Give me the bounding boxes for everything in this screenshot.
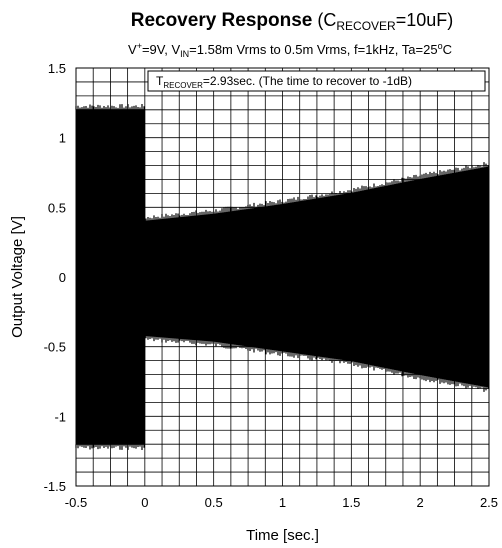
subtitle-part1: =9V, V bbox=[142, 42, 181, 57]
chart-title: Recovery Response (CRECOVER=10uF) bbox=[131, 10, 454, 33]
y-axis-label: Output Voltage [V] bbox=[9, 216, 26, 338]
x-tick-label: 0 bbox=[141, 495, 148, 510]
chart-title-main: Recovery Response bbox=[131, 10, 313, 31]
chart-subtitle: V+=9V, VIN=1.58m Vrms to 0.5m Vrms, f=1k… bbox=[128, 41, 452, 59]
x-tick-label: 2.5 bbox=[480, 495, 498, 510]
y-tick-label: -1 bbox=[54, 409, 66, 424]
x-tick-label: -0.5 bbox=[65, 495, 87, 510]
annotation-body: =2.93sec. (The time to recover to -1dB) bbox=[203, 74, 412, 88]
annotation-text: TRECOVER=2.93sec. (The time to recover t… bbox=[156, 74, 412, 90]
subtitle-deg-sup: o bbox=[438, 41, 443, 51]
annotation-box bbox=[147, 70, 486, 92]
annotation-t-sub: RECOVER bbox=[163, 81, 203, 90]
x-tick-label: 2 bbox=[417, 495, 424, 510]
y-tick-label: -0.5 bbox=[44, 340, 66, 355]
y-tick-label: 0 bbox=[59, 270, 66, 285]
x-tick-labels: -0.5 0 0.5 1 1.5 2 2.5 bbox=[65, 495, 498, 510]
subtitle-part2: =1.58m Vrms to 0.5m Vrms, f=1kHz, Ta=25 bbox=[189, 42, 437, 57]
x-axis-label: Time [sec.] bbox=[246, 527, 319, 544]
chart-title-open: (C bbox=[312, 10, 336, 30]
subtitle-vin-sub: IN bbox=[180, 49, 189, 59]
y-tick-label: 1 bbox=[59, 131, 66, 146]
y-tick-label: 0.5 bbox=[48, 200, 66, 215]
annotation-t: T bbox=[156, 74, 164, 88]
x-tick-label: 1 bbox=[279, 495, 286, 510]
x-tick-label: 0.5 bbox=[205, 495, 223, 510]
y-tick-label: 1.5 bbox=[48, 61, 66, 76]
y-tick-label: -1.5 bbox=[44, 479, 66, 494]
subtitle-vplus: V bbox=[128, 42, 137, 57]
plot-frame bbox=[75, 67, 490, 487]
subtitle-part3: C bbox=[443, 42, 452, 57]
chart-title-sub: RECOVER bbox=[336, 19, 396, 33]
subtitle-vplus-sup: + bbox=[137, 41, 142, 51]
chart-title-close: =10uF) bbox=[396, 10, 454, 30]
x-tick-label: 1.5 bbox=[342, 495, 360, 510]
y-tick-labels: 1.5 1 0.5 0 -0.5 -1 -1.5 bbox=[44, 61, 66, 494]
